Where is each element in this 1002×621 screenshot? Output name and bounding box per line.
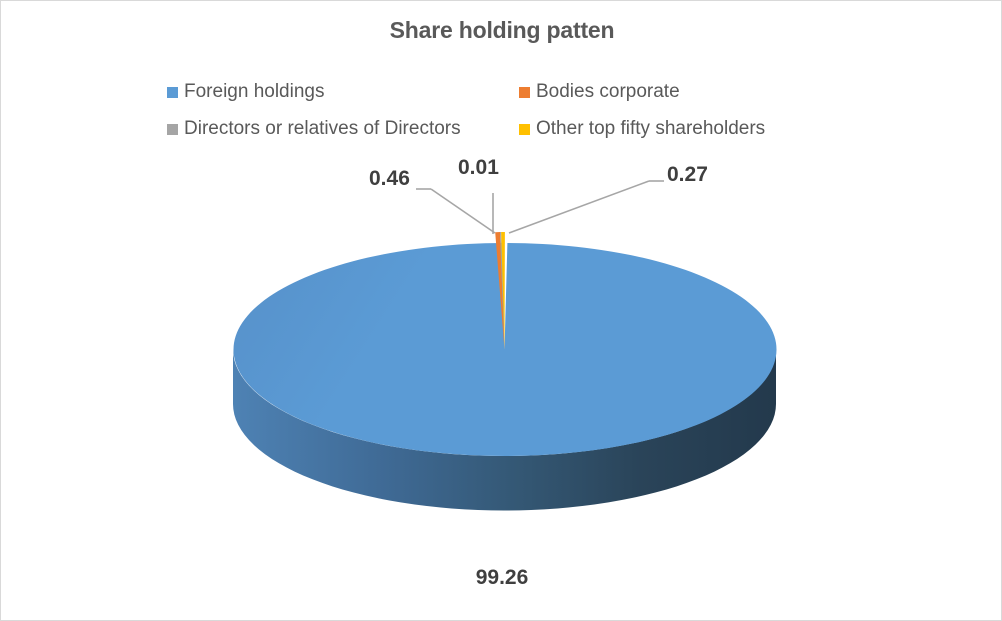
chart-legend: Foreign holdings Bodies corporate Direct… <box>167 73 807 147</box>
leader-lines <box>416 180 664 234</box>
legend-label-foreign-holdings: Foreign holdings <box>184 81 325 102</box>
legend-swatch-bodies-corporate <box>519 86 530 98</box>
pie-slice-foreign-holdings[interactable] <box>233 243 777 457</box>
legend-item-foreign-holdings[interactable]: Foreign holdings <box>167 82 519 101</box>
legend-label-bodies-corporate: Bodies corporate <box>536 81 680 102</box>
legend-label-directors: Directors or relatives of Directors <box>184 118 461 139</box>
pie-3d-side-wall <box>233 349 776 511</box>
pie-slice-other-top-fifty[interactable] <box>501 232 505 350</box>
data-label-foreign-holdings: 99.26 <box>475 566 529 589</box>
data-label-directors: 0.01 <box>458 156 499 179</box>
legend-swatch-foreign-holdings <box>167 86 178 98</box>
legend-item-bodies-corporate[interactable]: Bodies corporate <box>519 82 680 101</box>
legend-swatch-directors <box>167 123 178 135</box>
pie-slice-directors[interactable] <box>500 232 505 350</box>
data-label-other-top-fifty: 0.27 <box>667 163 708 186</box>
legend-item-other-top-fifty[interactable]: Other top fifty shareholders <box>519 119 765 138</box>
legend-item-directors[interactable]: Directors or relatives of Directors <box>167 119 519 138</box>
legend-row: Directors or relatives of Directors Othe… <box>167 110 807 147</box>
data-label-bodies-corporate: 0.46 <box>369 167 410 190</box>
leader-line-bodies-corporate <box>430 188 496 234</box>
legend-label-other-top-fifty: Other top fifty shareholders <box>536 118 766 139</box>
chart-title: Share holding patten <box>389 17 615 43</box>
leader-line-other-top-fifty <box>508 180 650 234</box>
legend-row: Foreign holdings Bodies corporate <box>167 73 807 110</box>
legend-swatch-other-top-fifty <box>519 123 530 135</box>
pie-slice-bodies-corporate[interactable] <box>495 232 505 350</box>
